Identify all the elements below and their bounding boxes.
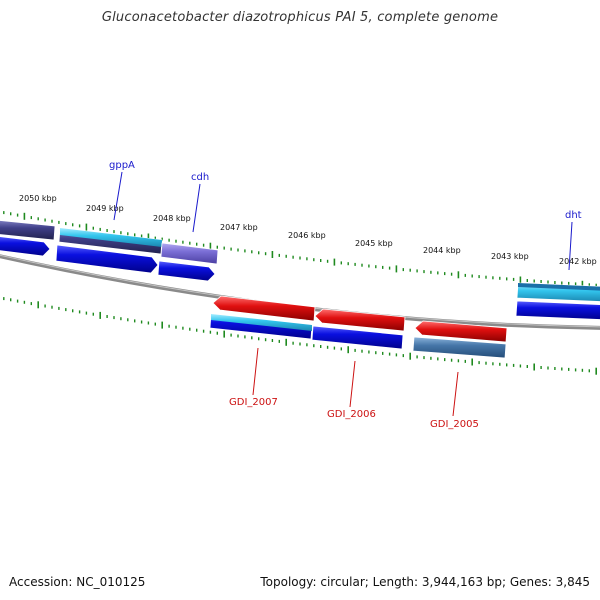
gene-label-GDI_2007[interactable]: GDI_2007 [229,397,278,408]
genome-stats-text: Topology: circular; Length: 3,944,163 bp… [260,575,590,589]
cds-feature-forward[interactable] [518,283,600,291]
gene-label-GDI_2006[interactable]: GDI_2006 [327,409,376,420]
cds-feature-forward[interactable] [515,300,600,320]
cds-feature-reverse[interactable] [211,314,312,331]
cds-feature-forward[interactable] [0,236,51,257]
gene-label-cdh[interactable]: cdh [191,172,209,183]
cds-feature-reverse[interactable] [412,336,507,359]
label-leaders [113,171,573,417]
cds-feature-forward[interactable] [160,242,219,265]
cds-feature-forward[interactable] [0,220,56,241]
cds-feature-forward[interactable] [157,260,216,282]
gene-label-gppA[interactable]: gppA [109,160,135,171]
kbp-label: 2042 kbp [559,257,597,266]
kbp-label: 2046 kbp [288,231,326,240]
cds-feature-reverse[interactable] [414,320,508,343]
cds-feature-forward[interactable] [60,228,162,247]
cds-feature-reverse[interactable] [314,308,406,332]
forward-features [0,220,600,320]
cds-feature-reverse[interactable] [212,295,316,322]
accession-text: Accession: NC_010125 [9,575,146,589]
gene-label-dht[interactable]: dht [565,210,582,221]
cds-feature-reverse[interactable] [311,325,404,350]
kbp-label: 2044 kbp [423,246,461,255]
reverse-features [209,295,508,359]
gene-labels: gppA cdh dht GDI_2007 GDI_2006 GDI_2005 [109,160,582,430]
kbp-label: 2047 kbp [220,223,258,232]
cds-feature-forward[interactable] [55,244,159,274]
kbp-label: 2048 kbp [153,214,191,223]
kbp-label: 2049 kbp [86,204,124,213]
kbp-labels: 2050 kbp 2049 kbp 2048 kbp 2047 kbp 2046… [19,194,597,266]
gene-label-GDI_2005[interactable]: GDI_2005 [430,419,479,430]
kbp-label: 2043 kbp [491,252,529,261]
kbp-label: 2045 kbp [355,239,393,248]
kbp-label: 2050 kbp [19,194,57,203]
tick-track-inner [3,297,598,375]
map-title: Gluconacetobacter diazotrophicus PAI 5, … [101,10,499,25]
